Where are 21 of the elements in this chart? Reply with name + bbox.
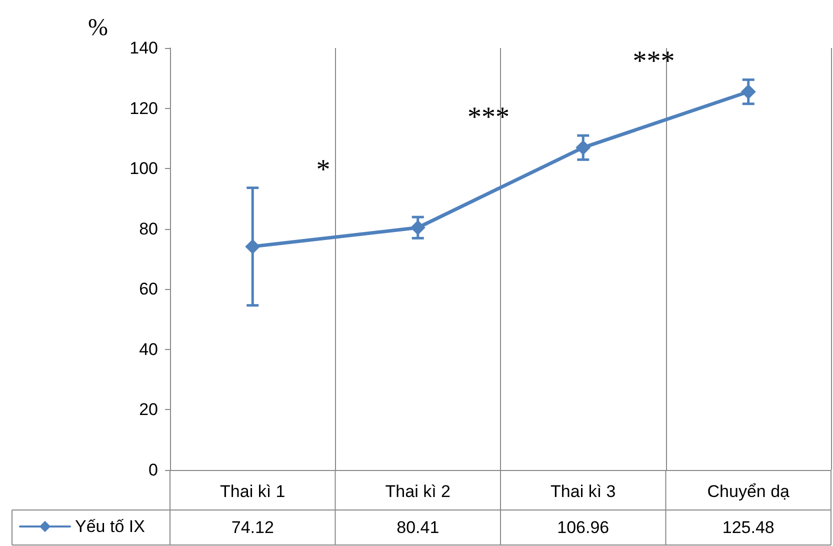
annotation: *** <box>632 46 675 78</box>
y-axis-title: % <box>88 15 108 41</box>
x-tick-label: Thai kì 2 <box>385 482 450 501</box>
annotation: * <box>316 154 330 186</box>
data-label: 80.41 <box>396 518 440 537</box>
x-tick-label: Thai kì 1 <box>220 482 286 501</box>
legend-label: Yếu tố IX <box>75 517 145 536</box>
y-tick-label: 20 <box>139 400 158 420</box>
data-label: 125.48 <box>722 518 774 537</box>
data-label: 74.12 <box>231 518 274 537</box>
y-tick-label: 120 <box>130 98 158 118</box>
data-label: 106.96 <box>557 518 610 537</box>
annotation: *** <box>468 102 510 134</box>
y-tick-label: 40 <box>139 340 158 359</box>
y-tick-label: 80 <box>139 219 158 238</box>
y-tick-label: 0 <box>148 460 158 480</box>
x-tick-label: Chuyển dạ <box>707 482 790 501</box>
y-tick-label: 100 <box>130 159 158 178</box>
y-tick-label: 60 <box>139 280 158 299</box>
y-tick-label: 140 <box>130 38 158 58</box>
x-tick-label: Thai kì 3 <box>550 482 616 501</box>
